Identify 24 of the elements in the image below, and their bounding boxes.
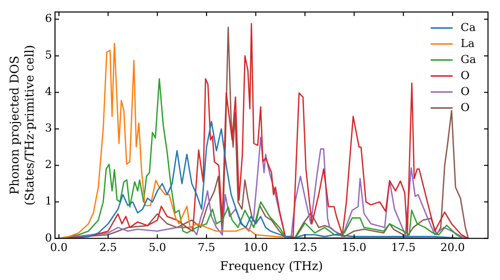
y-tick-label: 4 [45, 85, 52, 98]
legend-label: O [460, 100, 470, 114]
x-tick-label: 10.0 [244, 240, 268, 254]
y-tick-label: 6 [45, 12, 52, 26]
x-tick-label: 17.5 [391, 240, 416, 254]
legend-label: O [460, 84, 470, 98]
legend-label: O [460, 68, 470, 82]
x-tick-label: 5.0 [148, 240, 166, 254]
x-tick-label: 7.5 [198, 240, 216, 254]
y-tick-label: 1 [45, 194, 52, 208]
x-tick-label: 20.0 [440, 240, 465, 254]
x-tick-label: 2.5 [99, 240, 117, 254]
y-tick-label: 5 [45, 48, 52, 62]
x-tick-label: 12.5 [292, 240, 318, 254]
y-tick-label: 0 [45, 231, 52, 244]
x-tick-label: 15.0 [342, 240, 366, 254]
x-tick-label: 0.0 [50, 240, 68, 254]
legend-label: La [460, 36, 475, 50]
y-tick-label: 2 [45, 158, 52, 172]
y-axis-title: Phonon projected DOS (States/THz·primitive cell) [8, 44, 37, 206]
legend-label: Ca [460, 20, 476, 34]
legend-label: Ga [460, 52, 476, 66]
y-tick-label: 3 [45, 122, 52, 135]
x-axis-title: Frequency (THz) [220, 258, 323, 273]
